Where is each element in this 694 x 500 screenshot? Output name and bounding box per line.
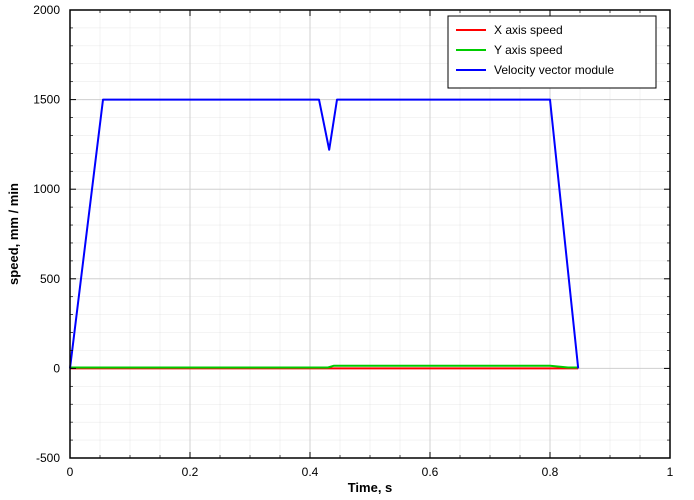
legend-label: Y axis speed bbox=[494, 43, 563, 57]
velocity-chart: 0 0.2 0.4 0.6 0.8 1 -500 0 500 1000 1500 2000 Time, … bbox=[0, 0, 694, 500]
legend: X axis speed Y axis speed Velocity vector … bbox=[448, 16, 656, 88]
legend-label: X axis speed bbox=[494, 23, 563, 37]
x-tick-label: 0.2 bbox=[182, 465, 199, 479]
y-tick-label: 0 bbox=[53, 361, 60, 375]
x-tick-label: 0.6 bbox=[422, 465, 439, 479]
x-tick-label: 0.4 bbox=[302, 465, 319, 479]
y-tick-label: 1000 bbox=[33, 182, 60, 196]
x-tick-label: 0.8 bbox=[542, 465, 559, 479]
y-tick-label: -500 bbox=[36, 451, 60, 465]
y-axis-label: speed, mm / min bbox=[6, 183, 21, 285]
y-tick-label: 2000 bbox=[33, 3, 60, 17]
y-tick-label: 500 bbox=[40, 272, 60, 286]
legend-label: Velocity vector module bbox=[494, 63, 614, 77]
x-axis-label: Time, s bbox=[348, 480, 393, 495]
chart-container: 0 0.2 0.4 0.6 0.8 1 -500 0 500 1000 1500 2000 Time, … bbox=[0, 0, 694, 500]
x-tick-label: 1 bbox=[667, 465, 674, 479]
y-tick-label: 1500 bbox=[33, 93, 60, 107]
x-tick-label: 0 bbox=[67, 465, 74, 479]
